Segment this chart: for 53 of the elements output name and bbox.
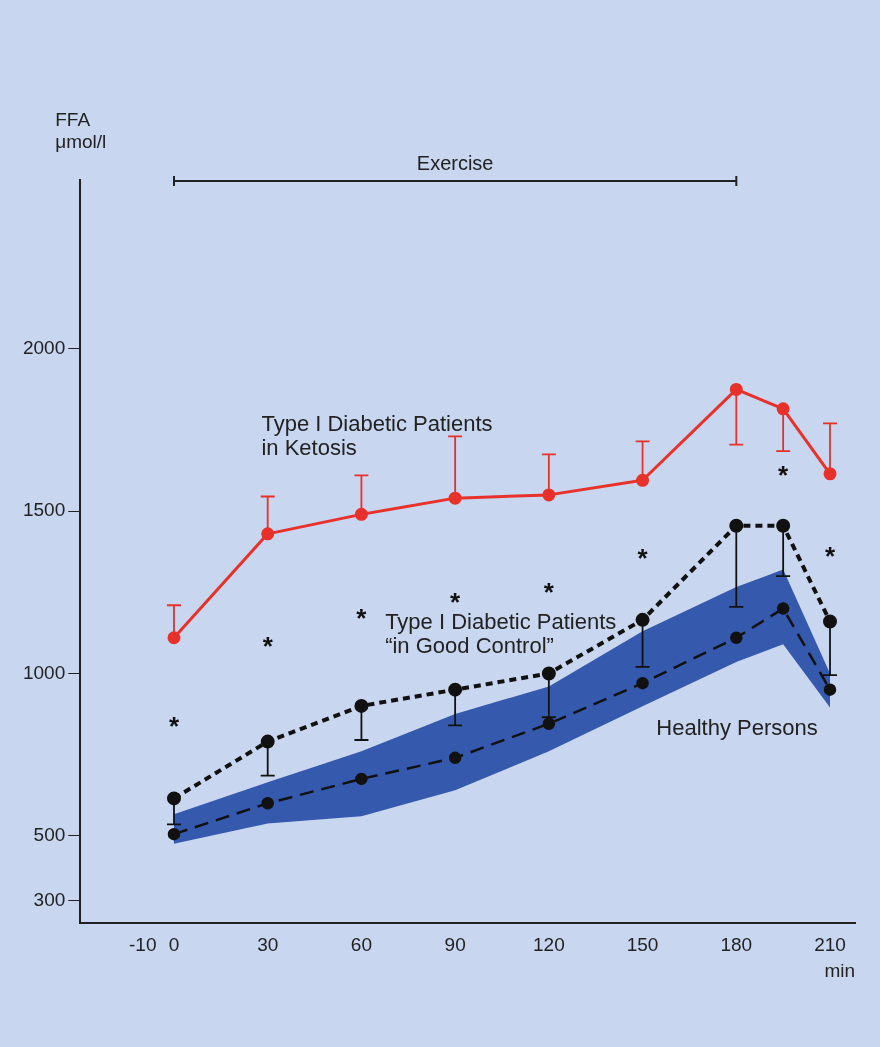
point [729, 518, 744, 533]
point [261, 797, 274, 810]
point [448, 751, 462, 765]
point [730, 631, 743, 644]
point [542, 488, 556, 502]
x-tick-label: 60 [350, 934, 372, 956]
y-tick-label: 1000 [22, 661, 66, 683]
y-tick-label: 500 [33, 823, 66, 845]
annotation: * [543, 577, 555, 608]
point [167, 827, 181, 841]
x-tick-label: 180 [720, 934, 753, 956]
annotation: * [824, 540, 836, 571]
point [776, 518, 791, 533]
point [729, 382, 743, 396]
point [823, 614, 838, 629]
series-label: Type I Diabetic Patients in Ketosis [261, 411, 493, 461]
point [354, 698, 369, 713]
text: Exercise [416, 151, 494, 174]
y-tick-label: 300 [33, 888, 66, 910]
point [635, 612, 650, 627]
x-tick-label: 30 [257, 934, 279, 956]
x-tick-label: 210 [814, 934, 846, 956]
point [636, 473, 650, 487]
point [636, 676, 649, 690]
annotation: * [262, 630, 274, 661]
point [355, 772, 368, 786]
point [354, 507, 368, 521]
x-tick-label: -10 [129, 934, 157, 956]
point [448, 682, 463, 697]
point [776, 602, 790, 615]
x-tick-label: 150 [626, 934, 659, 956]
point [541, 666, 556, 681]
point [260, 734, 275, 749]
point [448, 491, 462, 505]
y-tick-label: 1500 [22, 499, 66, 521]
x-tick-label: 90 [444, 934, 466, 956]
y-axis-title: FFA μmol/l [55, 108, 107, 152]
annotation: * [637, 543, 649, 574]
x-tick-label: 0 [168, 934, 180, 956]
annotation: * [778, 460, 790, 491]
x-tick-label: 120 [533, 934, 565, 956]
point [261, 527, 275, 541]
point [166, 791, 181, 806]
point [776, 402, 790, 416]
annotation: * [168, 711, 180, 742]
point [823, 467, 837, 481]
y-tick-label: 2000 [22, 337, 66, 359]
point [823, 683, 837, 696]
annotation: * [356, 603, 368, 634]
point [167, 631, 181, 645]
x-axis-title: min [824, 959, 855, 981]
point [542, 717, 556, 730]
series-label: Healthy Persons [656, 714, 818, 740]
